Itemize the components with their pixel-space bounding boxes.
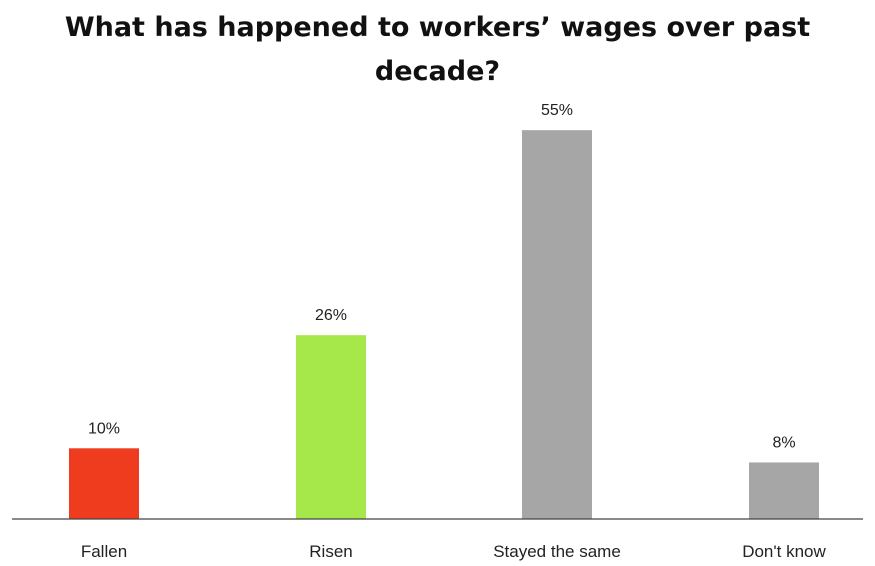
bar-3 xyxy=(749,462,819,519)
x-tick-label: Risen xyxy=(309,542,352,561)
x-tick-label: Fallen xyxy=(81,542,127,561)
x-tick-label: Don't know xyxy=(742,542,826,561)
bar-0 xyxy=(69,448,139,519)
bar-1 xyxy=(296,335,366,519)
bar-2 xyxy=(522,130,592,519)
bar-value-label: 55% xyxy=(541,102,573,119)
bars-layer: 10% Fallen 26% Risen 55% Stayed the same 8% Don… xyxy=(69,102,826,561)
x-tick-label: Stayed the same xyxy=(493,542,621,561)
bar-value-label: 10% xyxy=(88,420,120,437)
chart-title: What has happened to workers’ wages over… xyxy=(64,12,811,87)
bar-value-label: 8% xyxy=(772,434,795,451)
bar-value-label: 26% xyxy=(315,307,347,324)
